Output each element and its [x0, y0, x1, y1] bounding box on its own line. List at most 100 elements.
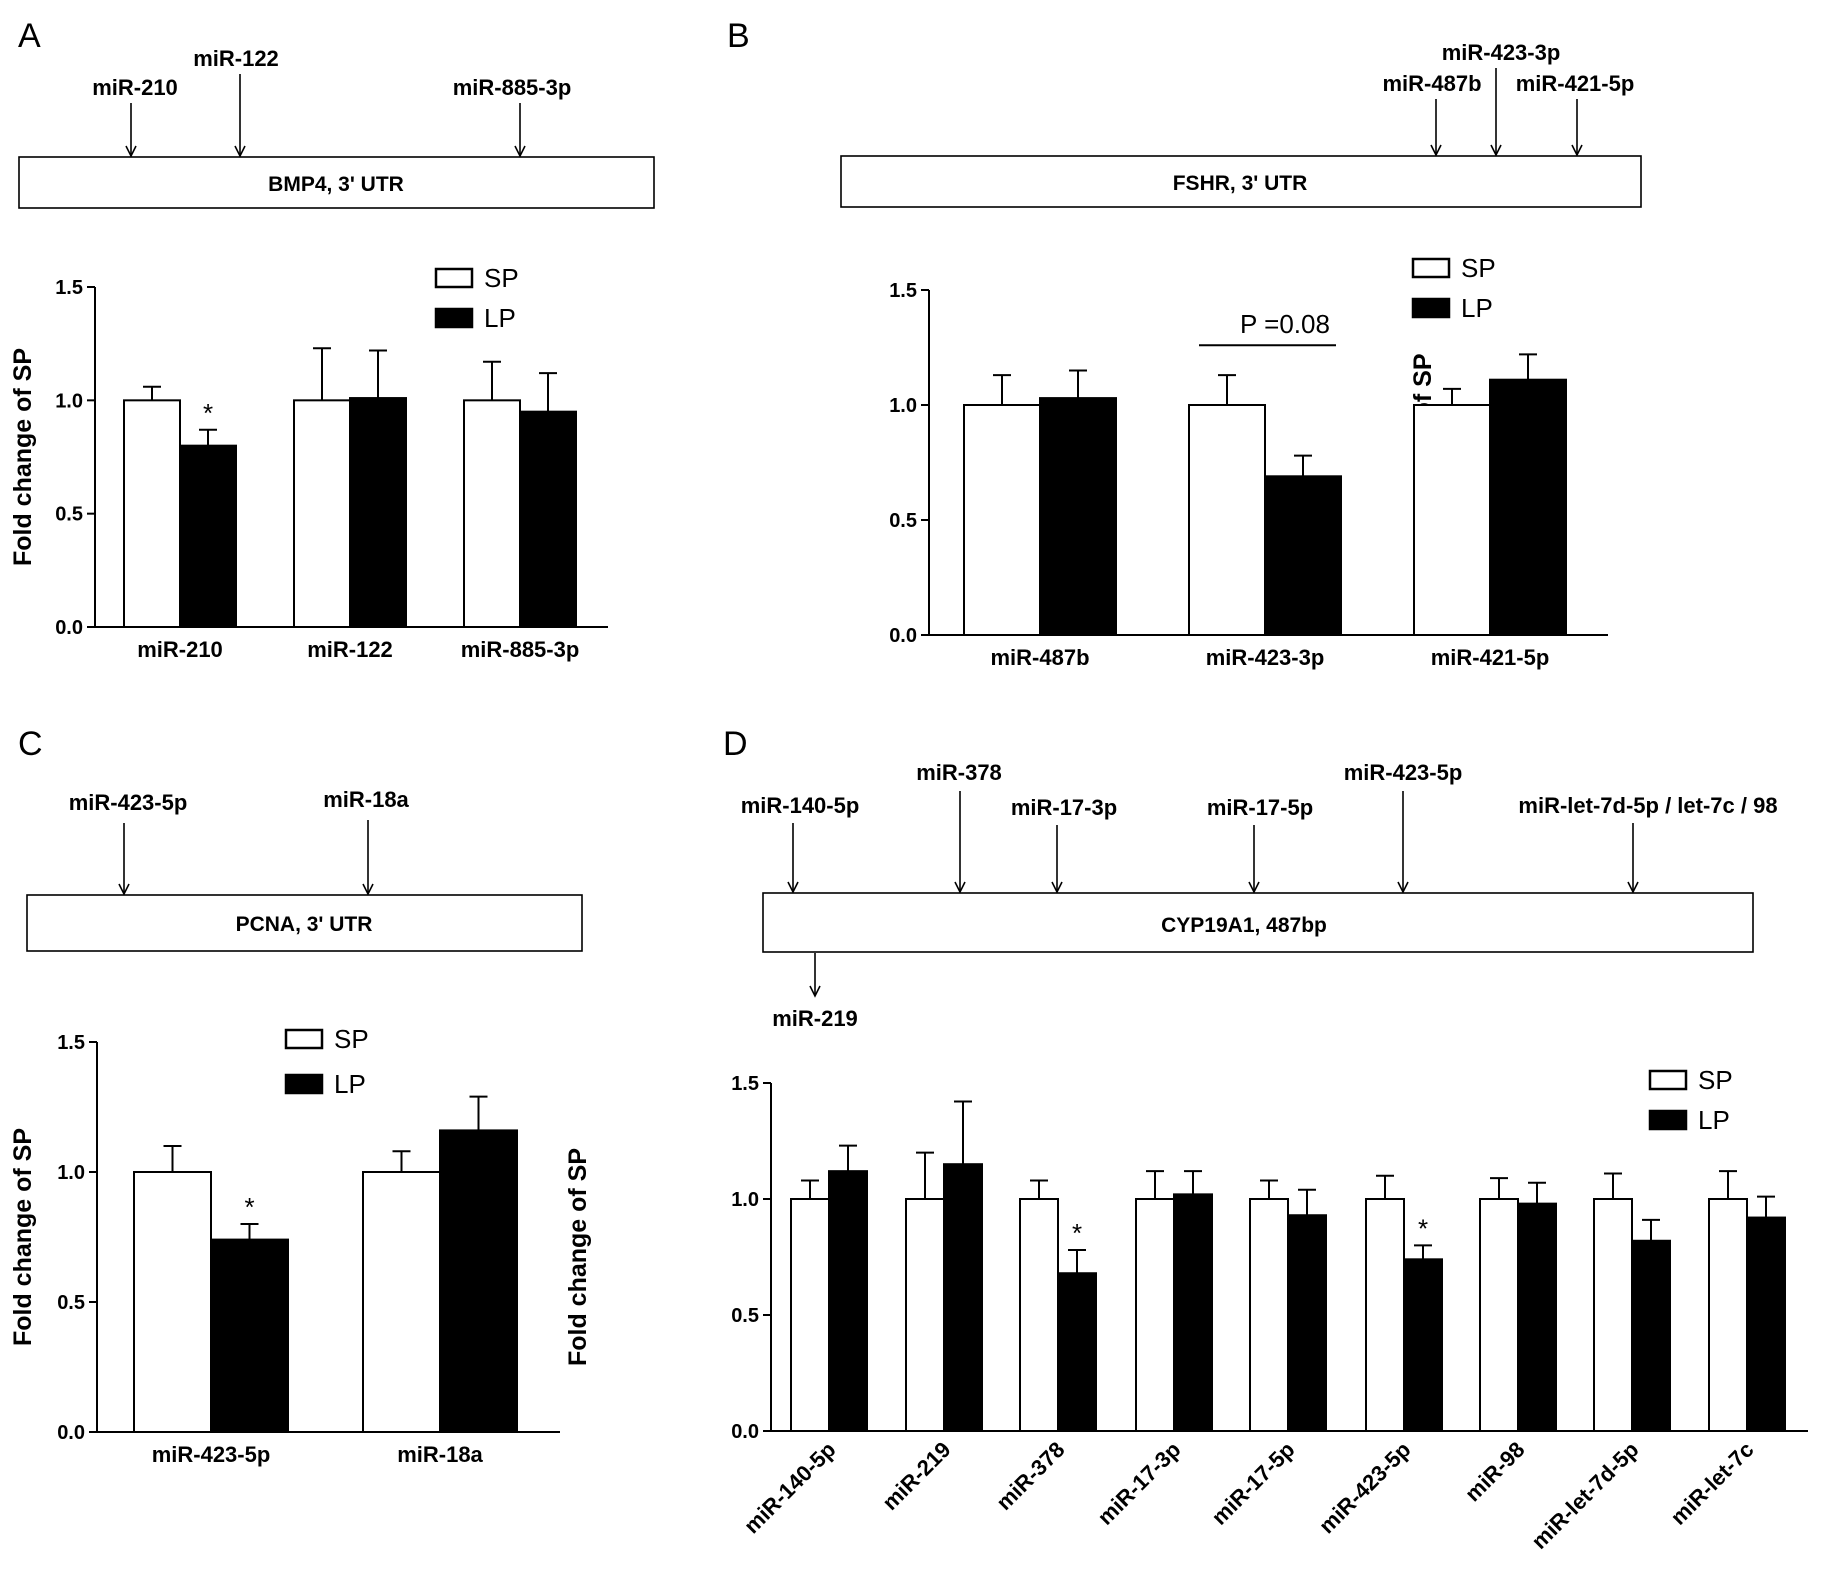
arrow-head-icon	[1430, 144, 1442, 157]
site-label: miR-423-5p	[69, 790, 188, 815]
bar-lp	[439, 1129, 518, 1433]
arrow-head-icon	[118, 883, 130, 896]
significance-marker: *	[1072, 1218, 1082, 1248]
bar-sp	[1019, 1198, 1059, 1432]
panel-letter: C	[18, 725, 43, 763]
y-tick-label: 0.0	[889, 625, 917, 647]
site-label: miR-17-5p	[1207, 795, 1313, 820]
panel-c: C PCNA, 3' UTR miR-423-5p miR-18a 0.0 0.5…	[0, 690, 640, 1586]
bar-lp	[1173, 1193, 1213, 1432]
gene-cds-label: CYP19A1, 487bp	[1161, 914, 1327, 937]
y-tick-label: 0.0	[57, 1422, 85, 1444]
y-axis-label: Fold change of SP	[564, 1148, 592, 1366]
bar-sp	[362, 1171, 441, 1433]
bar-sp	[1413, 404, 1491, 636]
y-tick-label: 1.0	[57, 1162, 85, 1184]
arrow-head-icon	[125, 145, 137, 158]
legend-swatch-lp	[1648, 1109, 1688, 1131]
x-tick-label: miR-423-5p	[1314, 1437, 1416, 1539]
x-tick-label: miR-423-3p	[1206, 645, 1325, 670]
y-tick-label: 1.5	[55, 277, 83, 299]
bar-lp	[1287, 1214, 1327, 1432]
bar-sp	[1249, 1198, 1289, 1432]
site-label: miR-210	[92, 75, 178, 100]
legend-label: LP	[1698, 1105, 1730, 1135]
site-label: miR-421-5p	[1516, 71, 1635, 96]
legend-swatch-sp	[284, 1028, 324, 1050]
panel-b: B FSHR, 3' UTR miR-487b miR-423-3p miR-4…	[690, 0, 1832, 690]
y-tick-label: 0.0	[55, 617, 83, 639]
bar-sp	[1708, 1198, 1748, 1432]
bar-sp	[123, 399, 181, 629]
arrow-head-icon	[234, 145, 246, 158]
y-tick-label: 1.0	[731, 1189, 759, 1211]
legend-swatch-sp	[1411, 257, 1451, 279]
bar-sp	[1479, 1198, 1519, 1432]
panel-b-svg: B FSHR, 3' UTR miR-487b miR-423-3p miR-4…	[727, 17, 1642, 670]
bar-lp	[1631, 1239, 1671, 1433]
bar-sp	[1135, 1198, 1175, 1432]
arrow-head-icon	[954, 881, 966, 894]
x-tick-label: miR-98	[1460, 1437, 1530, 1507]
bar-sp	[463, 399, 521, 629]
x-tick-label: miR-219	[877, 1437, 955, 1515]
legend-label: SP	[1461, 253, 1496, 283]
arrow-head-icon	[514, 145, 526, 158]
panel-letter: A	[18, 17, 41, 55]
site-label: miR-378	[916, 760, 1002, 785]
y-tick-label: 0.5	[55, 504, 83, 526]
site-label: miR-17-3p	[1011, 795, 1117, 820]
bar-lp	[349, 397, 407, 629]
arrow-head-icon	[1248, 881, 1260, 894]
bar-lp	[1403, 1258, 1443, 1432]
significance-marker: *	[203, 398, 213, 428]
panel-letter: B	[727, 17, 750, 55]
bar-sp	[293, 399, 351, 629]
y-tick-label: 0.5	[57, 1292, 85, 1314]
site-label: miR-140-5p	[741, 793, 860, 818]
x-tick-label: miR-421-5p	[1431, 645, 1550, 670]
x-tick-label: miR-378	[991, 1437, 1069, 1515]
legend-swatch-lp	[1411, 297, 1451, 319]
x-tick-label: miR-18a	[397, 1442, 483, 1467]
x-tick-label: miR-122	[307, 637, 393, 662]
legend-label: SP	[1698, 1065, 1733, 1095]
x-tick-label: miR-210	[137, 637, 223, 662]
x-tick-label: miR-487b	[990, 645, 1089, 670]
y-tick-label: 1.0	[55, 390, 83, 412]
arrow-head-icon	[1051, 881, 1063, 894]
y-tick-label: 1.5	[731, 1073, 759, 1095]
site-label: miR-423-5p	[1344, 760, 1463, 785]
y-tick-label: 1.0	[889, 395, 917, 417]
bar-sp	[1593, 1198, 1633, 1432]
y-axis-label: Fold change of SP	[9, 348, 37, 566]
arrow-head-icon	[1490, 144, 1502, 157]
y-tick-label: 1.5	[889, 280, 917, 302]
y-tick-label: 0.5	[889, 510, 917, 532]
bar-sp	[1365, 1198, 1405, 1432]
y-axis-label: Fold change of SP	[9, 1128, 37, 1346]
arrow-head-icon	[1571, 144, 1583, 157]
y-tick-label: 0.5	[731, 1305, 759, 1327]
x-tick-label: miR-17-5p	[1207, 1437, 1300, 1530]
bar-lp	[1517, 1202, 1557, 1433]
panel-d: D CYP19A1, 487bp miR-140-5p miR-378 miR-…	[564, 690, 1832, 1586]
x-tick-label: miR-140-5p	[739, 1437, 841, 1539]
panel-a: A BMP4, 3' UTR miR-210 miR-122 miR-885-3…	[0, 0, 690, 690]
gene-utr-box	[840, 155, 1642, 208]
significance-marker: *	[1418, 1213, 1428, 1243]
bar-lp	[1057, 1272, 1097, 1432]
bar-lp	[210, 1238, 289, 1433]
site-label: miR-885-3p	[453, 75, 572, 100]
significance-marker: *	[244, 1192, 254, 1222]
legend-label: SP	[334, 1024, 369, 1054]
arrow-head-icon	[362, 883, 374, 896]
legend-label: SP	[484, 263, 519, 293]
y-tick-label: 1.5	[57, 1032, 85, 1054]
bar-lp	[1746, 1216, 1786, 1432]
bar-lp	[943, 1163, 983, 1432]
site-label: miR-let-7d-5p / let-7c / 98	[1518, 793, 1777, 818]
bar-chart: 0.0 0.5 1.0 1.5 Fold change of SP miR-423-5p m…	[9, 1024, 560, 1467]
bar-lp	[519, 410, 577, 628]
